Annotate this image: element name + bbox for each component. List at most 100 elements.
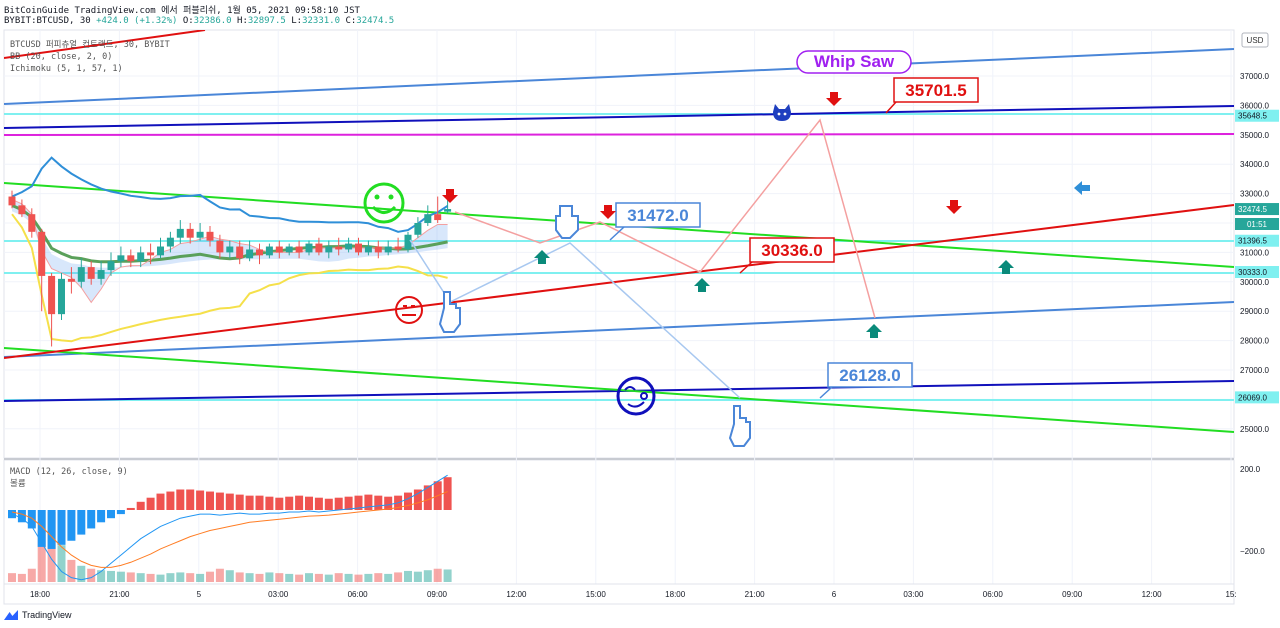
red-trendline[interactable] (4, 204, 1234, 359)
label-31472[interactable]: 31472.0 (609, 202, 701, 241)
candle-body (394, 246, 402, 250)
pointing-hand-up-2-icon[interactable] (728, 405, 751, 447)
high-value: 32897.5 (247, 16, 286, 26)
label-35701[interactable]: 35701.5 (885, 77, 979, 114)
y-tick-label: 36000.0 (1240, 101, 1269, 110)
macd-axis: 200.0−200.0−600.0 (1240, 465, 1265, 556)
x-tick-label: 15: (1225, 590, 1236, 599)
smile-face-icon[interactable] (363, 182, 405, 224)
price-tag-label: 30333.0 (1238, 268, 1267, 277)
volume-bar (364, 573, 373, 582)
candle-body (176, 228, 184, 238)
macd-histogram-bar (324, 498, 333, 510)
candle-body (364, 246, 372, 253)
whip-saw-callout[interactable]: Whip Saw (796, 50, 912, 74)
macd-histogram-bar (413, 489, 422, 510)
candle-body (256, 249, 263, 256)
ohlc-header: BYBIT:BTCUSD, 30 +424.0 (+1.32%) O:32386… (4, 16, 394, 26)
macd-tick-label: 200.0 (1240, 465, 1261, 474)
x-tick-label: 18:00 (30, 590, 51, 599)
macd-histogram-bar (423, 485, 432, 510)
bb-upper-line (11, 156, 449, 233)
candle-body (97, 270, 105, 279)
candle-body (424, 214, 432, 223)
macd-histogram-bar (166, 491, 175, 510)
candle-body (384, 246, 392, 253)
macd-histogram-bar (404, 492, 412, 510)
candle-body (206, 231, 214, 241)
macd-histogram-bar (374, 495, 383, 510)
cat-icon[interactable] (773, 104, 791, 121)
projection-arrows (409, 118, 876, 399)
sell-arrow-icon (946, 200, 962, 214)
macd-histogram-bar (186, 489, 195, 510)
label-26128[interactable]: 26128.0 (819, 362, 913, 399)
y-tick-label: 29000.0 (1240, 307, 1269, 316)
volume-bar (354, 574, 363, 582)
legend-ichimoku: Ichimoku (5, 1, 57, 1) (10, 64, 123, 74)
high-label: H: (237, 16, 248, 26)
macd-histogram-bar (344, 496, 353, 510)
sell-arrow-icon (442, 189, 458, 203)
candle-body (58, 278, 65, 315)
candle-body (216, 240, 224, 253)
price-tags: 35648.5 32474.5 31396.5 30333.0 26069.0 (1235, 109, 1279, 404)
sell-arrow-icon (826, 92, 842, 106)
time-axis[interactable]: 18:00 21:00 5 03:00 06:00 09:00 12:00 15:00 18:0… (3, 583, 1237, 605)
y-tick-label: 37000.0 (1240, 72, 1269, 81)
red-trendline-upper[interactable] (4, 30, 206, 59)
blue-channel-top[interactable] (4, 48, 1234, 105)
volume-bar (285, 573, 294, 582)
y-tick-label: 35000.0 (1240, 131, 1269, 140)
y-tick-label: 27000.0 (1240, 366, 1269, 375)
buy-arrow-icon (998, 260, 1014, 274)
candles (8, 190, 452, 347)
macd-histogram-bar (107, 510, 115, 519)
label-30336-text: 30336.0 (761, 241, 822, 260)
neutral-face-icon[interactable] (395, 296, 423, 324)
candle-body (166, 237, 174, 247)
price-axis[interactable]: 37000.036000.035000.034000.033000.032000… (1235, 30, 1279, 584)
currency-badge[interactable]: USD (1241, 32, 1269, 48)
macd-histogram-bar (364, 494, 373, 510)
x-tick-label: 15:00 (586, 590, 607, 599)
volume-bar (57, 545, 66, 582)
pointing-hand-up-icon[interactable] (438, 291, 461, 333)
macd-histogram-bar (77, 510, 86, 535)
volume-bar (156, 574, 165, 582)
candle-body (157, 246, 164, 256)
x-tick-label: 21:00 (745, 590, 766, 599)
x-tick-label: 6 (832, 590, 837, 599)
volume-bar (433, 568, 442, 582)
blue-projection[interactable] (409, 239, 741, 399)
macd-histogram-bar (443, 477, 452, 510)
x-tick-label: 09:00 (1062, 590, 1083, 599)
y-tick-label: 25000.0 (1240, 425, 1269, 434)
y-tick-label: 33000.0 (1240, 190, 1269, 199)
volume-bar (235, 572, 244, 582)
pointing-hand-down-icon[interactable] (555, 205, 579, 239)
x-tick-label: 12:00 (1142, 590, 1163, 599)
candle-body (265, 246, 273, 256)
volume-bar (126, 572, 135, 582)
red-projection[interactable] (454, 118, 876, 319)
magenta-line[interactable] (4, 133, 1234, 136)
volume-bar (423, 570, 432, 582)
buy-arrow-icon (694, 278, 710, 292)
blue-channel-bottom[interactable] (4, 301, 1234, 358)
navy-line-top[interactable] (4, 105, 1234, 129)
volume-bar (295, 574, 304, 582)
y-tick-label: 34000.0 (1240, 160, 1269, 169)
x-tick-label: 12:00 (506, 590, 527, 599)
volume-bar (116, 571, 125, 582)
macd-pane[interactable] (3, 459, 1235, 585)
macd-histogram-bar (47, 510, 56, 549)
label-30336[interactable]: 30336.0 (739, 237, 835, 274)
macd-histogram-bar (116, 510, 125, 515)
candle-body (295, 246, 303, 253)
candle-body (67, 278, 75, 282)
dizzy-face-icon[interactable] (616, 376, 656, 416)
y-tick-label: 28000.0 (1240, 337, 1269, 346)
x-tick-label: 5 (197, 590, 202, 599)
